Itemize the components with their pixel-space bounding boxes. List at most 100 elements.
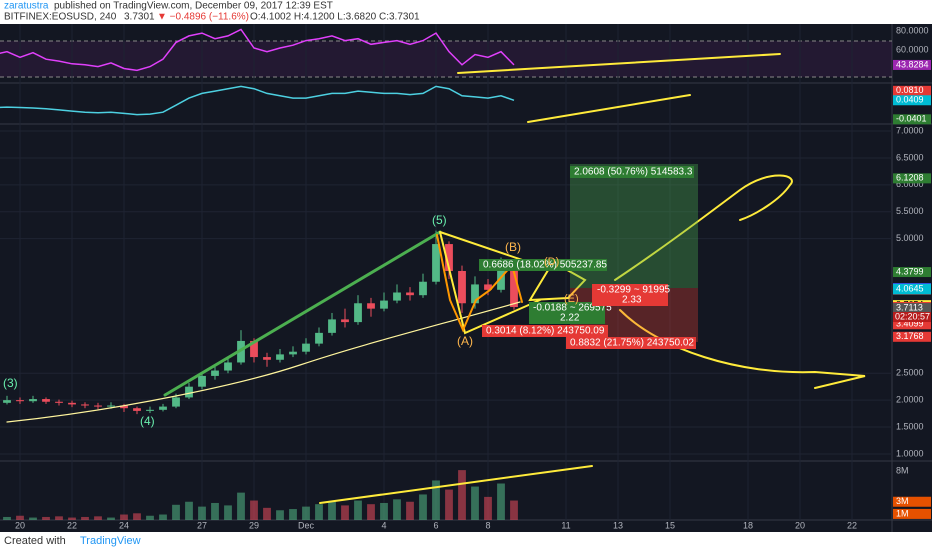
candle-body	[458, 270, 466, 304]
x-tick-label: 22	[67, 520, 77, 530]
x-tick-label: 13	[613, 520, 623, 530]
candle-body	[146, 409, 154, 411]
countdown-box	[893, 312, 931, 323]
y-tick-label: 6.0000	[896, 179, 924, 189]
x-tick-label: 11	[561, 520, 570, 530]
volume-bar	[289, 509, 297, 520]
candle-body	[185, 386, 193, 398]
x-tick-label: 8	[485, 520, 490, 530]
volume-bar	[497, 483, 505, 520]
price-tag	[893, 496, 931, 507]
label-box	[479, 259, 607, 271]
price-tag	[893, 284, 931, 295]
price-tag-label: 0.0409	[896, 95, 924, 105]
volume-bar	[29, 517, 37, 520]
volume-bar	[55, 516, 63, 520]
volume-bar	[159, 514, 167, 520]
candle-body	[354, 303, 362, 323]
candle-body	[133, 408, 141, 411]
candle-body	[341, 319, 349, 323]
price-tag	[893, 319, 931, 330]
label-box	[570, 166, 694, 178]
candle-body	[198, 375, 206, 387]
price-tag-label: 4.0645	[896, 283, 924, 293]
price-tag-label: 3.1768	[896, 331, 924, 341]
moving-average	[6, 301, 521, 423]
wave-label: (A)	[457, 334, 473, 348]
candle-body	[120, 405, 128, 409]
rsi-tag	[893, 59, 931, 70]
price-tag	[893, 508, 931, 519]
volume-bar	[94, 516, 102, 520]
volume-bar	[367, 504, 375, 520]
volume-bar	[302, 506, 310, 520]
volume-bar	[445, 489, 453, 520]
x-tick-label: 6	[433, 520, 438, 530]
volume-bar	[211, 502, 219, 520]
wave-label: (4)	[140, 414, 155, 428]
candle-body	[250, 340, 258, 358]
x-tick-label: 27	[197, 520, 207, 530]
volume-bar	[81, 516, 89, 520]
volume-bar	[185, 501, 193, 520]
candle-body	[328, 319, 336, 333]
author[interactable]: zaratustra	[4, 1, 49, 12]
y-tick-label: 2.0000	[896, 395, 924, 405]
footer-brand[interactable]: TradingView	[80, 535, 141, 547]
candle-body	[42, 399, 50, 402]
price-tag	[893, 85, 931, 96]
price-tag	[893, 303, 931, 314]
volume-bar	[237, 492, 245, 520]
candle-body	[419, 281, 427, 296]
volume-bar	[146, 515, 154, 520]
volume-bar	[510, 500, 518, 520]
candle-body	[224, 362, 232, 371]
y-tick-label: 7.0000	[896, 125, 924, 135]
footer-created: Created with	[4, 535, 66, 547]
candle-body	[94, 405, 102, 407]
label-box	[529, 302, 605, 324]
volume-bar	[484, 496, 492, 520]
candle-body	[393, 292, 401, 301]
wave-label: (D)	[544, 256, 559, 268]
x-tick-label: 20	[15, 520, 25, 530]
volume-bar	[328, 501, 336, 520]
ohlc: O:4.1002 H:4.1200 L:3.6820 C:3.7301	[250, 12, 420, 23]
candle-body	[432, 244, 440, 282]
volume-bar	[250, 500, 258, 520]
wave-label: (E)	[564, 293, 579, 305]
candle-body	[380, 300, 388, 309]
volume-bar	[380, 502, 388, 520]
label-box	[592, 284, 668, 306]
x-tick-label: 22	[847, 520, 857, 530]
volume-trend	[319, 465, 593, 504]
volume-bar	[172, 504, 180, 520]
last: 3.7301	[124, 12, 155, 23]
candle-body	[497, 268, 505, 290]
y-tick-label: 5.0000	[896, 233, 924, 243]
price-tag-label: 3.7113	[896, 302, 923, 312]
candle-body	[445, 244, 453, 271]
rsi-trend	[457, 53, 781, 74]
annotation: -0.0188 ~ 269575	[533, 303, 612, 314]
price-tag-label: 4.3799	[896, 266, 924, 276]
chart-bg	[0, 24, 932, 532]
candle-body	[172, 397, 180, 407]
annotation: 0.6686 (18.02%) 505237.85	[483, 260, 607, 271]
candle-body	[276, 354, 284, 360]
axes: 7.0000 6.5000 6.0000 5.5000 5.0000 2.5000 2.00…	[15, 26, 931, 530]
candle-body	[510, 268, 518, 308]
rsi-tag-label: 43.8284	[896, 59, 929, 69]
published: published on TradingView.com, December 0…	[54, 1, 333, 12]
candle-body	[107, 405, 115, 407]
symbol: BITFINEX:EOSUSD, 240	[4, 12, 117, 23]
x-tick-label: 20	[795, 520, 805, 530]
price-tag-label: 0.0810	[896, 85, 924, 95]
price-tag	[893, 173, 931, 184]
price-tag	[893, 267, 931, 278]
volume-bar	[42, 516, 50, 520]
x-tick-label: 15	[665, 520, 675, 530]
volume-bar	[276, 510, 284, 520]
price-tag-label: 3.4099	[896, 319, 924, 329]
countdown: 02:20:57	[895, 311, 930, 321]
